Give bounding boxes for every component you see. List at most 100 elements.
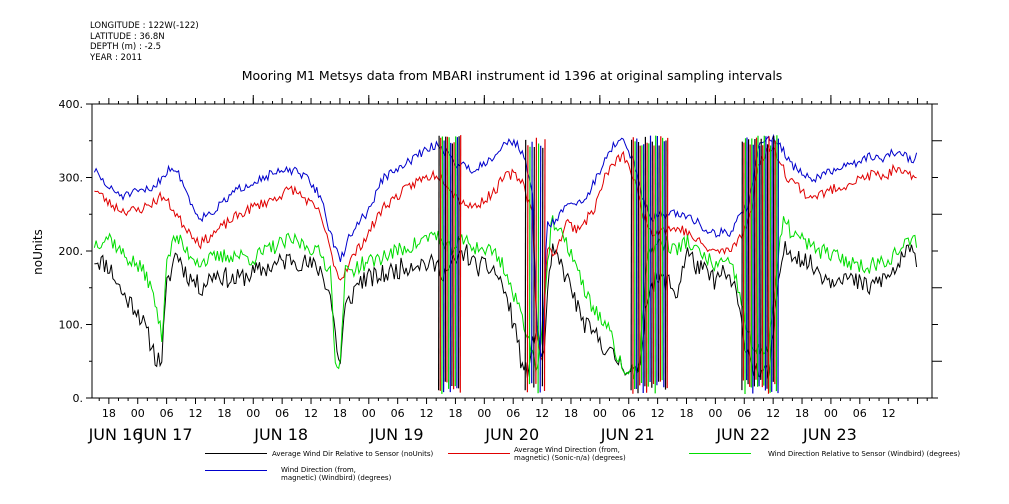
x-tick-label: 06 <box>275 407 289 420</box>
gap-spike <box>535 137 538 384</box>
gap-spike <box>657 145 660 382</box>
gap-spike <box>758 145 761 387</box>
gap-spike <box>458 136 460 389</box>
gap-spike <box>453 142 455 390</box>
year-text: YEAR : 2011 <box>90 52 143 63</box>
gap-spike <box>647 143 650 387</box>
gap-spike <box>766 144 769 389</box>
x-tick-label: 12 <box>766 407 780 420</box>
gap-spike <box>752 144 754 394</box>
y-axis-label: noUnits <box>31 229 45 275</box>
y-tick-label: 100. <box>59 319 84 332</box>
gap-spike <box>528 146 531 385</box>
gap-spike <box>663 141 665 388</box>
gap-spike <box>635 138 638 390</box>
x-tick-label: 00 <box>708 407 722 420</box>
x-tick-label: 06 <box>160 407 174 420</box>
gap-spike <box>446 136 448 383</box>
x-day-label: JUN 16 <box>88 425 143 444</box>
x-tick-label: 18 <box>448 407 462 420</box>
gap-spike <box>642 144 645 394</box>
latitude-text: LATITUDE : 36.8N <box>90 31 165 42</box>
x-day-label: JUN 18 <box>253 425 308 444</box>
gap-spike <box>764 136 767 391</box>
gap-spike <box>755 137 758 380</box>
x-day-label: JUN 22 <box>715 425 770 444</box>
gap-spike <box>666 137 669 389</box>
series-line-3 <box>93 215 918 380</box>
gap-spike <box>760 138 762 380</box>
series-line-1 <box>94 241 918 379</box>
legend-label-4: Wind Direction (from, magnetic) (Windbir… <box>281 466 392 482</box>
x-tick-label: 06 <box>506 407 520 420</box>
gap-spike <box>661 137 664 381</box>
x-tick-label: 12 <box>651 407 665 420</box>
gap-spike <box>769 145 772 393</box>
x-tick-label: 18 <box>679 407 693 420</box>
series-line-4 <box>93 133 918 357</box>
gap-spike <box>637 141 640 394</box>
x-tick-label: 12 <box>188 407 202 420</box>
gap-spike <box>456 137 458 389</box>
y-tick-label: 300. <box>59 172 84 185</box>
gap-spike <box>750 138 753 388</box>
legend-swatch-4 <box>205 470 267 471</box>
gap-spike <box>524 139 527 391</box>
legend-swatch-1 <box>205 453 267 454</box>
x-tick-label: 00 <box>593 407 607 420</box>
gap-spike <box>441 136 443 394</box>
gap-spike <box>533 146 535 388</box>
legend-label-2: Average Wind Direction (from, magnetic) … <box>514 446 626 462</box>
legend-swatch-2 <box>448 453 510 454</box>
gap-spike <box>656 135 659 386</box>
gap-spike <box>543 139 546 392</box>
gap-spike <box>651 141 653 388</box>
x-tick-label: 00 <box>246 407 260 420</box>
gap-spike <box>537 143 540 394</box>
x-tick-label: 06 <box>391 407 405 420</box>
plot-frame <box>91 103 933 399</box>
x-tick-label: 18 <box>333 407 347 420</box>
y-tick-label: 400. <box>59 98 84 111</box>
x-tick-label: 00 <box>477 407 491 420</box>
gap-spike <box>443 140 445 393</box>
x-tick-label: 12 <box>535 407 549 420</box>
x-tick-label: 18 <box>564 407 578 420</box>
x-tick-label: 06 <box>853 407 867 420</box>
gap-spike <box>639 145 641 386</box>
depth-text: DEPTH (m) : -2.5 <box>90 42 162 52</box>
axes: 0. 100. 200. 300. 400. 18 00 06 12 18 00 06 12 18 00 06… <box>59 95 942 444</box>
y-tick-label: 0. <box>73 392 84 405</box>
legend-label-3: Wind Direction Relative to Sensor (Windb… <box>768 450 961 458</box>
gap-spike <box>775 135 778 392</box>
plot-series <box>93 133 918 395</box>
gap-spike <box>753 138 756 387</box>
gap-spike <box>448 137 450 389</box>
x-tick-label: 06 <box>737 407 751 420</box>
chart-title: Mooring M1 Metsys data from MBARI instru… <box>242 68 783 83</box>
gap-spike <box>645 142 648 393</box>
gap-spike <box>633 141 636 390</box>
gap-spike <box>742 142 745 381</box>
x-day-label: JUN 23 <box>802 425 857 444</box>
gap-spike <box>539 145 542 393</box>
x-day-label: JUN 20 <box>484 425 539 444</box>
gap-spike <box>767 136 770 394</box>
gap-spike <box>749 144 751 387</box>
x-day-label: JUN 17 <box>138 425 193 444</box>
legend-swatch-3 <box>689 453 751 454</box>
x-tick-label: 12 <box>882 407 896 420</box>
gap-spike <box>652 145 655 385</box>
gap-spike <box>744 138 747 395</box>
legend-label-1: Average Wind Dir Relative to Sensor (noU… <box>272 450 434 458</box>
gap-spike <box>451 143 453 387</box>
gap-spike <box>526 145 529 393</box>
gap-spike <box>644 136 647 387</box>
gap-spike <box>664 140 667 390</box>
gap-spike <box>763 135 765 386</box>
x-tick-label: 18 <box>102 407 116 420</box>
gap-spike <box>438 135 440 391</box>
x-tick-label: 00 <box>131 407 145 420</box>
y-tick-label: 200. <box>59 245 84 258</box>
x-day-label: JUN 21 <box>600 425 655 444</box>
